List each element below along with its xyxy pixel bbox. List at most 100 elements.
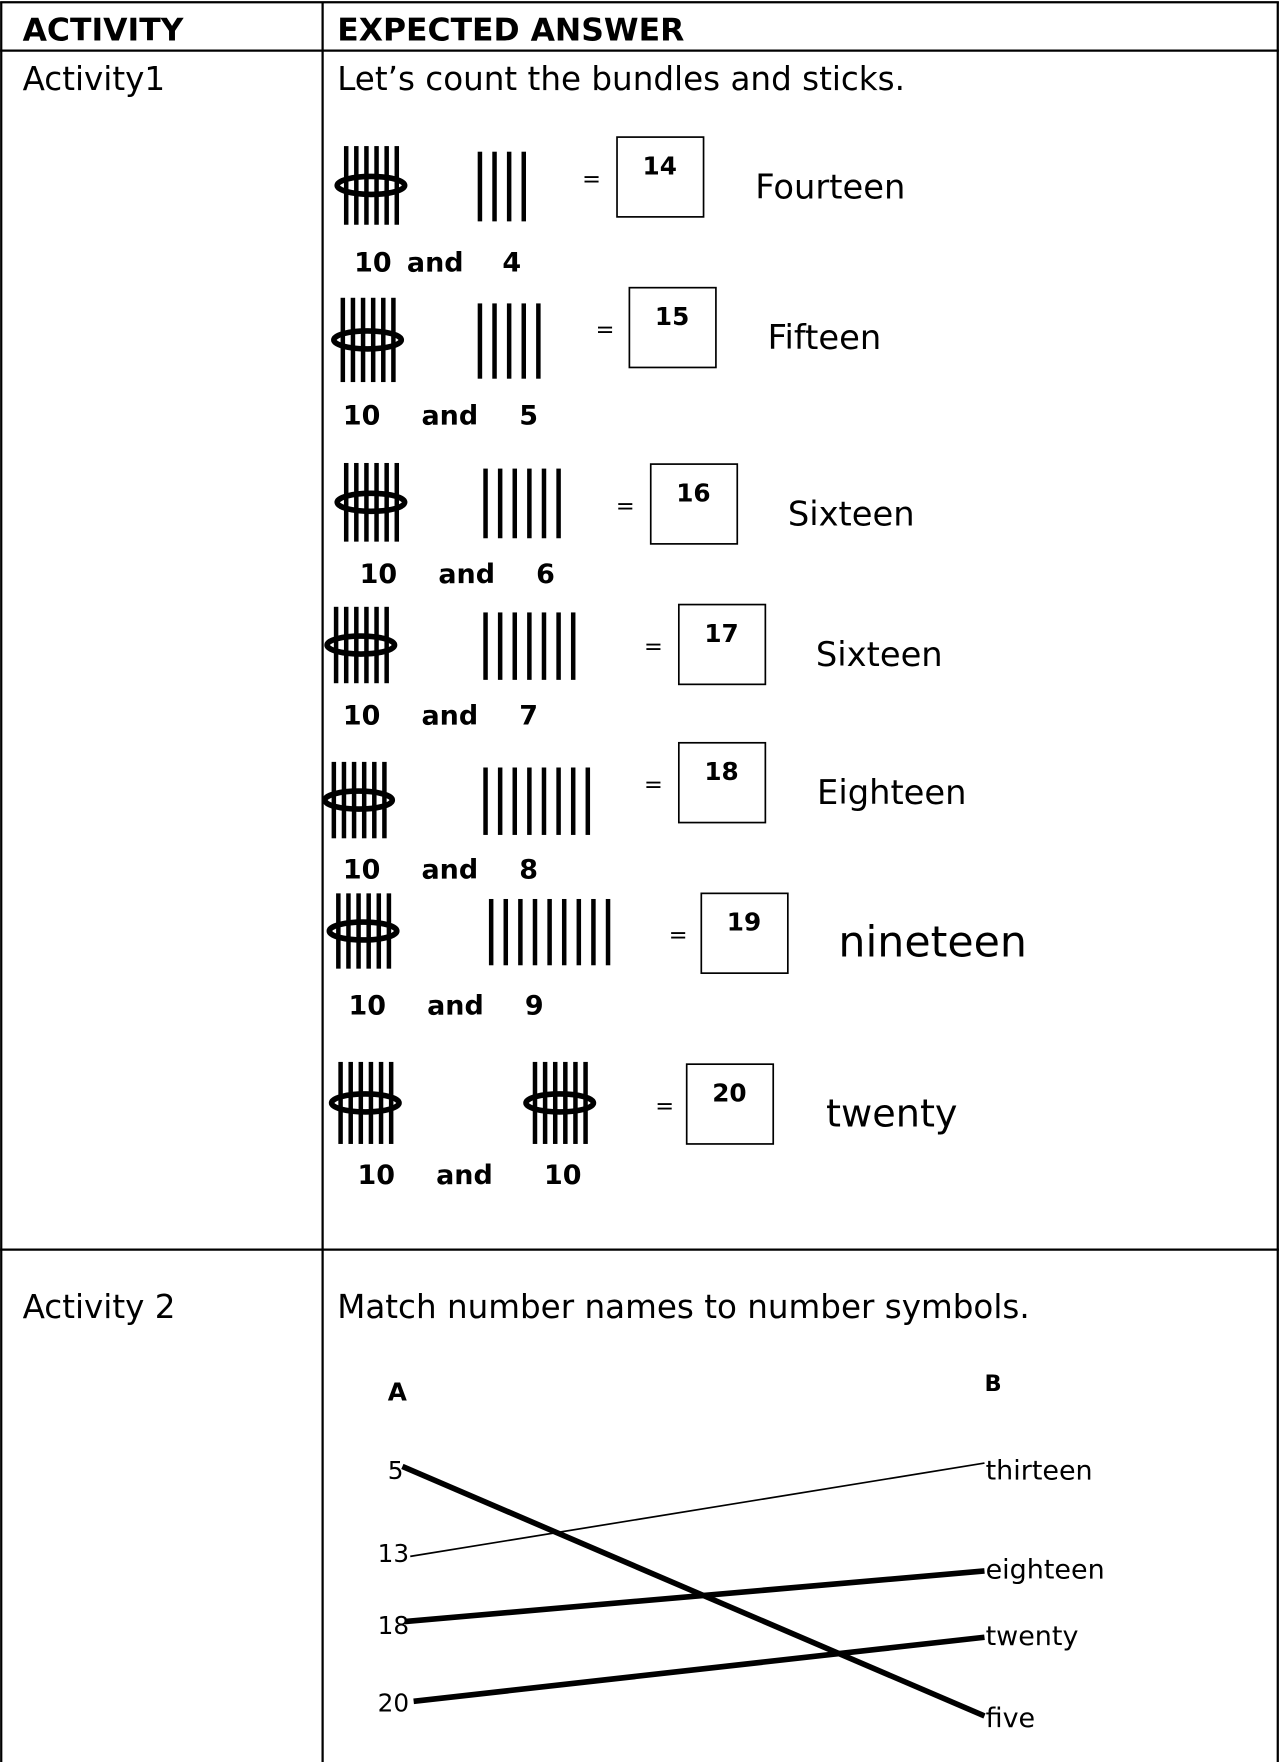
stick — [394, 146, 400, 225]
band — [322, 788, 396, 812]
stick — [358, 1061, 364, 1144]
equals-sign: = — [616, 493, 635, 519]
stick — [384, 146, 389, 225]
answer: 20 — [712, 1079, 746, 1108]
stick — [547, 898, 552, 966]
answer-box — [700, 892, 789, 974]
answer: 17 — [704, 619, 738, 648]
stick — [532, 898, 538, 966]
stick — [348, 1061, 353, 1144]
answer-box — [649, 463, 739, 545]
stick — [518, 898, 523, 966]
stick — [381, 297, 386, 383]
header-cell: EXPECTED ANSWER — [337, 12, 684, 48]
match-lines — [401, 1462, 986, 1719]
stick — [573, 1061, 578, 1144]
equals-sign: = — [596, 317, 615, 343]
stick — [361, 761, 367, 839]
stick — [391, 297, 396, 383]
stick — [488, 898, 494, 966]
activity-name: Activity1 — [23, 60, 166, 98]
stick — [346, 893, 351, 969]
number-name: five — [986, 1703, 1036, 1734]
number-name: thirteen — [986, 1456, 1093, 1487]
stick — [542, 1061, 548, 1144]
number-word: twenty — [826, 1092, 957, 1136]
stick — [341, 761, 347, 839]
label: 10 — [544, 1160, 582, 1191]
label: and — [438, 559, 495, 590]
label: 10 — [343, 400, 381, 431]
stick — [527, 612, 532, 680]
stick — [521, 151, 527, 222]
stick — [376, 893, 382, 969]
band — [328, 1091, 402, 1115]
stick — [561, 898, 567, 966]
number-word: Eighteen — [817, 773, 966, 812]
activity-name: Activity 2 — [23, 1288, 176, 1326]
stick — [350, 297, 356, 383]
stick — [512, 767, 518, 835]
stick — [354, 146, 359, 225]
equals-sign: = — [644, 772, 663, 798]
stick — [563, 1061, 568, 1144]
stick — [368, 1061, 374, 1144]
stick — [556, 612, 561, 680]
stick — [556, 468, 561, 539]
stick — [605, 898, 611, 966]
stick — [497, 468, 503, 539]
stick — [552, 1061, 558, 1144]
stick — [374, 146, 379, 225]
stick — [384, 462, 389, 542]
stick — [382, 761, 387, 839]
stick — [512, 468, 518, 539]
label: 10 — [343, 700, 381, 731]
label: 7 — [519, 700, 538, 731]
label: and — [421, 854, 478, 885]
number-symbol: 18 — [378, 1611, 409, 1640]
answer: 14 — [643, 151, 677, 180]
equals-sign: = — [582, 166, 601, 192]
label: 5 — [519, 400, 538, 431]
stick — [372, 761, 377, 839]
stick — [541, 767, 547, 835]
stick — [374, 606, 379, 684]
stick — [364, 462, 369, 542]
stick — [388, 1061, 394, 1144]
instruction: Match number names to number symbols. — [337, 1288, 1030, 1326]
answer: 15 — [655, 302, 689, 331]
stick — [343, 462, 349, 542]
stick — [354, 606, 359, 684]
stick — [591, 898, 596, 966]
band — [334, 173, 408, 198]
stick — [492, 151, 497, 222]
stick — [536, 303, 541, 379]
stick — [386, 893, 392, 969]
band — [331, 328, 405, 352]
band — [523, 1091, 597, 1115]
label: 9 — [525, 990, 544, 1021]
stick — [583, 1061, 588, 1144]
header-cell: ACTIVITY — [23, 12, 185, 48]
stick — [370, 297, 376, 383]
stick — [532, 1061, 538, 1144]
number-name: twenty — [986, 1621, 1079, 1652]
number-word: Sixteen — [788, 494, 915, 533]
stick — [483, 468, 488, 539]
stick — [506, 151, 512, 222]
column-label: A — [388, 1377, 408, 1406]
stick — [527, 767, 532, 835]
answer-box — [677, 603, 767, 686]
stick — [483, 767, 488, 835]
number-symbol: 13 — [378, 1539, 409, 1568]
stick — [338, 1061, 343, 1144]
equals-sign: = — [655, 1093, 674, 1119]
stick — [374, 462, 379, 542]
stick — [340, 297, 346, 383]
stick — [503, 898, 509, 966]
label: and — [421, 700, 478, 731]
stick — [351, 761, 357, 839]
stick — [521, 303, 527, 379]
